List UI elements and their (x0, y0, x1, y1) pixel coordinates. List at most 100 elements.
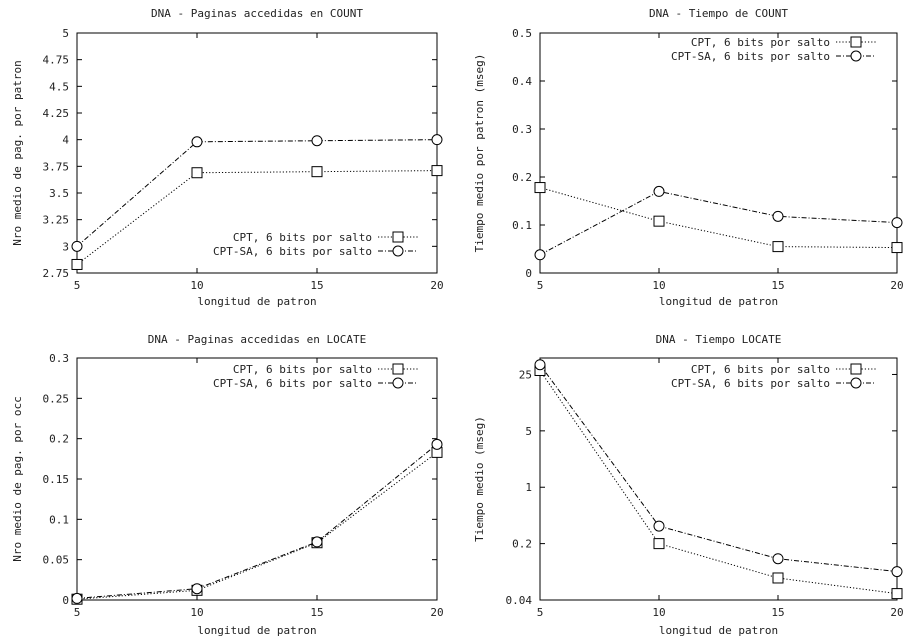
x-tick-label: 15 (771, 606, 784, 619)
y-tick-label: 0.04 (506, 594, 533, 607)
x-tick-label: 20 (890, 606, 903, 619)
data-point (891, 242, 903, 254)
series-line (539, 190, 898, 256)
legend-marker (392, 363, 404, 375)
y-tick-label: 0.2 (49, 433, 69, 446)
data-point (311, 135, 323, 147)
series-cpt-sa (71, 438, 443, 604)
chart-panel-3: DNA - Paginas accedidas en LOCATE 5 10 15 20… (11, 333, 444, 637)
data-point (772, 572, 784, 584)
y-tick-label: 0.3 (512, 123, 532, 136)
y-tick-label: 3.75 (43, 160, 70, 173)
x-tick-label: 5 (537, 279, 544, 292)
y-tick-label: 3.25 (43, 214, 70, 227)
x-tick-label: 15 (771, 279, 784, 292)
y-tick-label: 0 (62, 594, 69, 607)
data-point (534, 182, 546, 194)
plot-frame (539, 32, 898, 274)
data-point (191, 583, 203, 595)
data-point (431, 438, 443, 450)
y-tick-label: 2.75 (43, 267, 70, 280)
legend-marker (850, 36, 862, 48)
data-point (71, 258, 83, 270)
legend-marker (850, 363, 862, 375)
legend-marker (850, 50, 862, 62)
data-point (891, 217, 903, 229)
series-cpt (534, 364, 903, 600)
x-tick-label: 20 (430, 606, 443, 619)
chart-panel-2: DNA - Tiempo de COUNT 5 10 15 20 0 0.1 0.2 0.3 0.… (473, 7, 904, 308)
y-tick-label: 0.25 (43, 392, 70, 405)
series-cpt (71, 165, 443, 270)
legend-label: CPT-SA, 6 bits por salto (213, 377, 372, 390)
plot-frame (539, 357, 898, 601)
legend-marker (392, 245, 404, 257)
legend-label: CPT-SA, 6 bits por salto (671, 377, 830, 390)
y-axis-label: Tiempo medio por patron (mseg) (473, 54, 486, 253)
y-tick-label: 0.4 (512, 75, 532, 88)
legend-label: CPT, 6 bits por salto (233, 363, 372, 376)
y-tick-label: 0.2 (512, 171, 532, 184)
data-point (311, 536, 323, 548)
series-line (539, 364, 898, 573)
data-point (431, 134, 443, 146)
data-point (71, 592, 83, 604)
y-tick-label: 4.25 (43, 107, 70, 120)
series-cpt-sa (534, 359, 903, 578)
y-tick-label: 0.1 (49, 513, 69, 526)
chart-title: DNA - Tiempo de COUNT (649, 7, 788, 20)
y-tick-label: 0.5 (512, 27, 532, 40)
y-tick-label: 3.5 (49, 187, 69, 200)
data-point (772, 553, 784, 565)
data-point (891, 566, 903, 578)
legend-marker (850, 377, 862, 389)
y-tick-label: 25 (519, 368, 532, 381)
series-cpt-sa (534, 185, 903, 261)
data-point (653, 520, 665, 532)
x-tick-label: 20 (430, 279, 443, 292)
y-axis-label: Nro medio de pag. por patron (11, 60, 24, 245)
y-tick-label: 4.5 (49, 80, 69, 93)
series-line (539, 370, 898, 595)
chart-title: DNA - Paginas accedidas en LOCATE (148, 333, 367, 346)
legend-label: CPT-SA, 6 bits por salto (213, 245, 372, 258)
legend-label: CPT-SA, 6 bits por salto (671, 50, 830, 63)
chart-title: DNA - Paginas accedidas en COUNT (151, 7, 363, 20)
data-point (311, 166, 323, 178)
x-tick-label: 5 (74, 606, 81, 619)
x-tick-label: 5 (74, 279, 81, 292)
series-line (76, 451, 438, 600)
legend-label: CPT, 6 bits por salto (691, 363, 830, 376)
x-tick-label: 20 (890, 279, 903, 292)
x-tick-label: 5 (537, 606, 544, 619)
y-axis-label: Tiempo medio (mseg) (473, 416, 486, 542)
series-cpt (534, 182, 903, 254)
series-line (539, 187, 898, 249)
y-tick-label: 0.1 (512, 219, 532, 232)
data-point (534, 359, 546, 371)
x-axis-label: longitud de patron (197, 624, 316, 637)
y-tick-label: 0 (525, 267, 532, 280)
data-point (653, 185, 665, 197)
x-tick-label: 10 (190, 279, 203, 292)
y-tick-label: 0.15 (43, 473, 70, 486)
x-axis-label: longitud de patron (659, 624, 778, 637)
x-axis-label: longitud de patron (197, 295, 316, 308)
data-point (191, 136, 203, 148)
y-tick-label: 4 (62, 134, 69, 147)
data-point (891, 588, 903, 600)
data-point (534, 249, 546, 261)
y-tick-label: 0.2 (512, 538, 532, 551)
chart-panel-1: DNA - Paginas accedidas en COUNT 5 10 15 20 2… (11, 7, 444, 308)
data-point (191, 167, 203, 179)
y-tick-label: 4.75 (43, 54, 70, 67)
series-cpt-sa (71, 134, 443, 252)
plot-frame (76, 357, 438, 601)
x-tick-label: 15 (310, 279, 323, 292)
plot-frame (76, 32, 438, 274)
legend-label: CPT, 6 bits por salto (691, 36, 830, 49)
